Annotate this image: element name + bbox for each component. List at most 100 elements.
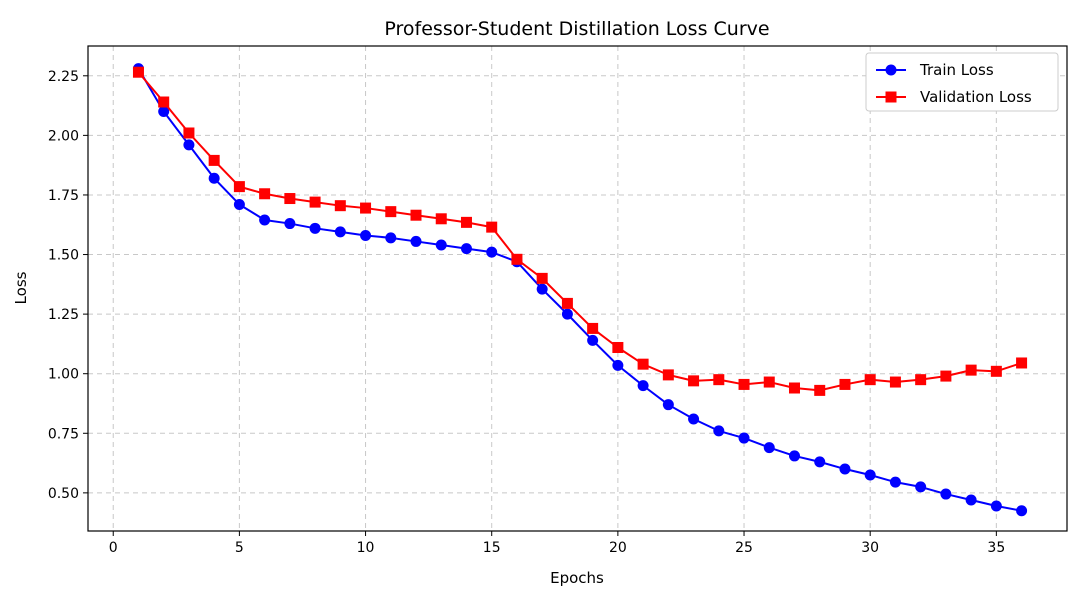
- validation-loss-point: [511, 253, 523, 265]
- train-loss-point: [435, 239, 447, 251]
- train-loss-point: [662, 399, 674, 411]
- y-tick-label: 1.00: [48, 367, 79, 383]
- train-loss-point: [612, 359, 624, 371]
- legend-box: [865, 52, 1059, 112]
- train-loss-point: [688, 413, 700, 425]
- validation-loss-point: [561, 297, 573, 309]
- validation-loss-point: [637, 358, 649, 370]
- validation-loss-point: [788, 382, 800, 394]
- train-loss-point: [814, 456, 826, 468]
- train-loss-point: [738, 432, 750, 444]
- train-loss-point: [940, 488, 952, 500]
- train-loss-point: [1016, 505, 1028, 517]
- validation-loss-point: [486, 221, 498, 233]
- validation-loss-point: [208, 154, 220, 166]
- validation-loss-point: [233, 181, 245, 193]
- validation-loss-point: [132, 66, 144, 78]
- validation-loss-point: [839, 378, 851, 390]
- validation-loss-point: [536, 272, 548, 284]
- y-tick-label: 2.00: [48, 128, 79, 144]
- train-loss-point: [486, 246, 498, 258]
- x-tick-label: 25: [735, 540, 753, 556]
- train-loss-point: [158, 106, 170, 118]
- validation-loss-point: [915, 374, 927, 386]
- validation-loss-point: [309, 196, 321, 208]
- y-tick-label: 2.25: [48, 69, 79, 85]
- y-tick-label: 1.75: [48, 188, 79, 204]
- train-loss-point: [233, 198, 245, 210]
- validation-loss-point: [763, 376, 775, 388]
- validation-loss-point: [587, 322, 599, 334]
- x-tick-label: 10: [357, 540, 375, 556]
- validation-loss-point: [410, 209, 422, 221]
- grid-lines: [88, 46, 1067, 531]
- x-tick-label: 5: [235, 540, 244, 556]
- series-layer: [132, 63, 1028, 517]
- legend-val-label: Validation Loss: [920, 88, 1032, 106]
- train-loss-point: [965, 494, 977, 506]
- legend: Train Loss Validation Loss: [865, 52, 1059, 112]
- y-axis-label: Loss: [12, 271, 30, 304]
- validation-loss-point: [259, 188, 271, 200]
- validation-loss-point: [284, 193, 296, 205]
- train-loss-point: [637, 380, 649, 392]
- plot-area-frame: [87, 45, 1068, 532]
- legend-val-marker: [885, 91, 897, 103]
- legend-train-marker: [885, 64, 897, 76]
- y-tick-label: 0.50: [48, 486, 79, 502]
- train-loss-point: [915, 481, 927, 493]
- train-loss-point: [334, 226, 346, 238]
- train-loss-point: [536, 283, 548, 295]
- validation-loss-point: [965, 364, 977, 376]
- chart-title: Professor-Student Distillation Loss Curv…: [384, 18, 769, 40]
- train-loss-point: [208, 172, 220, 184]
- train-loss-point: [763, 442, 775, 454]
- train-loss-point: [839, 463, 851, 475]
- x-tick-label: 20: [609, 540, 627, 556]
- train-loss-point: [385, 232, 397, 244]
- train-loss-point: [889, 476, 901, 488]
- train-loss-point: [587, 334, 599, 346]
- y-tick-label: 1.25: [48, 307, 79, 323]
- validation-loss-point: [940, 370, 952, 382]
- validation-loss-point: [889, 376, 901, 388]
- train-loss-point: [713, 425, 725, 437]
- validation-loss-point: [662, 369, 674, 381]
- validation-loss-point: [334, 200, 346, 212]
- validation-loss-point: [460, 216, 472, 228]
- train-loss-point: [864, 469, 876, 481]
- validation-loss-point: [713, 374, 725, 386]
- validation-loss-point: [360, 202, 372, 214]
- y-tick-label: 1.50: [48, 248, 79, 264]
- validation-loss-point: [612, 341, 624, 353]
- x-tick-label: 35: [987, 540, 1005, 556]
- train-loss-point: [259, 214, 271, 226]
- axis-ticks: 0 5 10 15 20 25 30 35 0.50 0.75 1.00 1.25 1.50 1.75 2.…: [48, 69, 1005, 556]
- train-loss-point: [284, 218, 296, 230]
- validation-loss-point: [864, 374, 876, 386]
- y-tick-label: 0.75: [48, 426, 79, 442]
- train-loss-point: [309, 222, 321, 234]
- train-loss-point: [360, 229, 372, 241]
- x-axis-label: Epochs: [550, 569, 604, 587]
- x-tick-label: 0: [109, 540, 118, 556]
- validation-loss-point: [183, 127, 195, 139]
- validation-loss-point: [158, 96, 170, 108]
- validation-loss-line: [137, 71, 1022, 392]
- x-tick-label: 15: [483, 540, 501, 556]
- validation-loss-point: [435, 213, 447, 225]
- validation-loss-point: [738, 378, 750, 390]
- train-loss-point: [460, 243, 472, 255]
- train-loss-point: [183, 139, 195, 151]
- train-loss-point: [990, 500, 1002, 512]
- validation-loss-point: [1016, 357, 1028, 369]
- train-loss-point: [788, 450, 800, 462]
- validation-loss-point: [990, 365, 1002, 377]
- train-loss-point: [561, 308, 573, 320]
- legend-train-label: Train Loss: [919, 61, 994, 79]
- validation-loss-point: [814, 384, 826, 396]
- x-tick-label: 30: [861, 540, 879, 556]
- validation-loss-point: [385, 206, 397, 218]
- validation-loss-point: [688, 375, 700, 387]
